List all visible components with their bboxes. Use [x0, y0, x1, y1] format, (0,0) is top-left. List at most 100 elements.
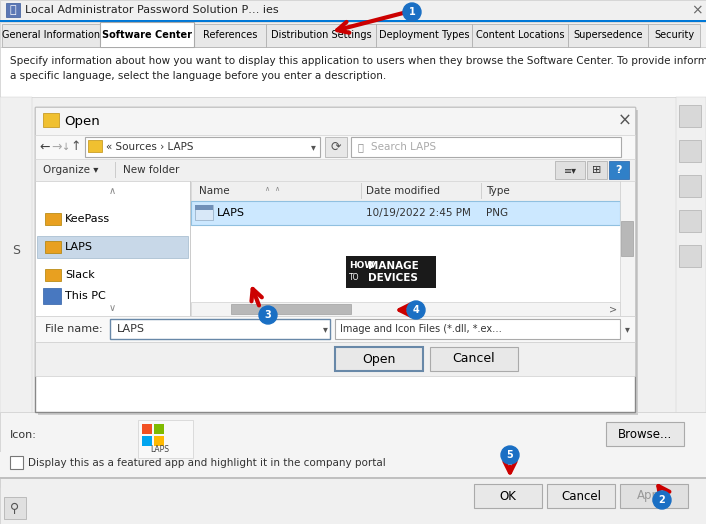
- Text: a specific language, select the language before you enter a description.: a specific language, select the language…: [10, 71, 386, 81]
- Text: ←: ←: [40, 140, 50, 154]
- Bar: [474, 484, 542, 508]
- Bar: [35, 107, 635, 135]
- Bar: [335, 319, 620, 339]
- Text: 3: 3: [265, 310, 271, 320]
- Text: LAPS: LAPS: [217, 208, 245, 218]
- Bar: [0, 20, 706, 22]
- Bar: [335, 347, 423, 371]
- Circle shape: [403, 3, 421, 21]
- Bar: [43, 113, 59, 127]
- Text: Date modified: Date modified: [366, 186, 440, 196]
- Text: 🔍: 🔍: [357, 142, 363, 152]
- Bar: [0, 412, 706, 487]
- Bar: [191, 181, 620, 201]
- Bar: [38, 110, 638, 415]
- Bar: [6, 3, 20, 17]
- Bar: [138, 420, 193, 458]
- Text: PNG: PNG: [486, 208, 508, 218]
- Text: Search LAPS: Search LAPS: [371, 142, 436, 152]
- Text: Browse...: Browse...: [618, 428, 672, 441]
- Bar: [376, 24, 472, 47]
- Bar: [35, 159, 635, 181]
- Bar: [191, 302, 620, 316]
- Bar: [110, 319, 330, 339]
- Text: Content Locations: Content Locations: [476, 30, 564, 40]
- Text: General Information: General Information: [2, 30, 100, 40]
- Text: MANAGE: MANAGE: [368, 261, 419, 271]
- Text: 2: 2: [659, 495, 665, 505]
- Bar: [0, 477, 706, 479]
- Bar: [45, 213, 61, 225]
- Bar: [0, 97, 32, 415]
- Bar: [430, 347, 518, 371]
- Text: ⟳: ⟳: [330, 140, 341, 154]
- Bar: [266, 24, 376, 47]
- Text: DEVICES: DEVICES: [368, 273, 418, 283]
- Text: ∧: ∧: [109, 186, 116, 196]
- Bar: [679, 140, 701, 162]
- Bar: [621, 221, 633, 256]
- Bar: [0, 22, 706, 47]
- Text: Name: Name: [199, 186, 229, 196]
- Text: Local Administrator Password Solution P… ies: Local Administrator Password Solution P……: [25, 5, 279, 15]
- Bar: [35, 181, 190, 316]
- Text: Open: Open: [362, 353, 395, 366]
- Text: Apply: Apply: [638, 489, 671, 503]
- Text: Icon:: Icon:: [10, 430, 37, 440]
- Bar: [35, 316, 635, 342]
- Text: ▾: ▾: [625, 324, 630, 334]
- Text: Cancel: Cancel: [453, 353, 496, 366]
- Bar: [154, 424, 164, 434]
- Bar: [606, 422, 684, 446]
- Bar: [609, 161, 629, 179]
- Bar: [154, 436, 164, 446]
- Bar: [4, 497, 26, 519]
- Bar: [2, 24, 100, 47]
- Bar: [101, 45, 193, 47]
- Circle shape: [259, 306, 277, 324]
- Text: ×: ×: [618, 112, 632, 130]
- Text: Display this as a featured app and highlight it in the company portal: Display this as a featured app and highl…: [28, 458, 385, 468]
- Bar: [679, 175, 701, 197]
- Bar: [45, 269, 61, 281]
- Bar: [568, 24, 648, 47]
- Text: ⚲: ⚲: [11, 501, 20, 515]
- Circle shape: [407, 301, 425, 319]
- Bar: [142, 424, 152, 434]
- Bar: [648, 24, 700, 47]
- Text: ?: ?: [616, 165, 622, 175]
- Bar: [0, 0, 706, 20]
- Bar: [679, 245, 701, 267]
- Bar: [195, 205, 213, 210]
- Bar: [351, 137, 621, 157]
- Bar: [620, 181, 635, 316]
- Bar: [0, 477, 706, 524]
- Text: Cancel: Cancel: [561, 489, 601, 503]
- Text: File name:: File name:: [45, 324, 102, 334]
- Text: Image and Icon Files (*.dll, *.ex…: Image and Icon Files (*.dll, *.ex…: [340, 324, 502, 334]
- Text: « Sources › LAPS: « Sources › LAPS: [106, 142, 193, 152]
- Bar: [231, 304, 351, 314]
- Bar: [555, 161, 585, 179]
- Bar: [0, 97, 706, 415]
- Text: References: References: [203, 30, 257, 40]
- Bar: [346, 256, 436, 288]
- Text: Slack: Slack: [65, 270, 95, 280]
- Text: ⊞: ⊞: [592, 165, 602, 175]
- Bar: [679, 105, 701, 127]
- Text: Distribution Settings: Distribution Settings: [270, 30, 371, 40]
- Text: ↓: ↓: [62, 142, 70, 152]
- Text: ↑: ↑: [71, 140, 81, 154]
- Bar: [190, 181, 191, 316]
- Bar: [481, 183, 482, 199]
- Text: LAPS: LAPS: [65, 242, 93, 252]
- Bar: [142, 436, 152, 446]
- Bar: [191, 181, 635, 316]
- Bar: [472, 24, 568, 47]
- Text: 10/19/2022 2:45 PM: 10/19/2022 2:45 PM: [366, 208, 471, 218]
- Bar: [43, 288, 61, 304]
- Bar: [0, 452, 706, 477]
- Text: ×: ×: [691, 3, 702, 17]
- Text: Supersedence: Supersedence: [573, 30, 642, 40]
- Bar: [325, 137, 347, 157]
